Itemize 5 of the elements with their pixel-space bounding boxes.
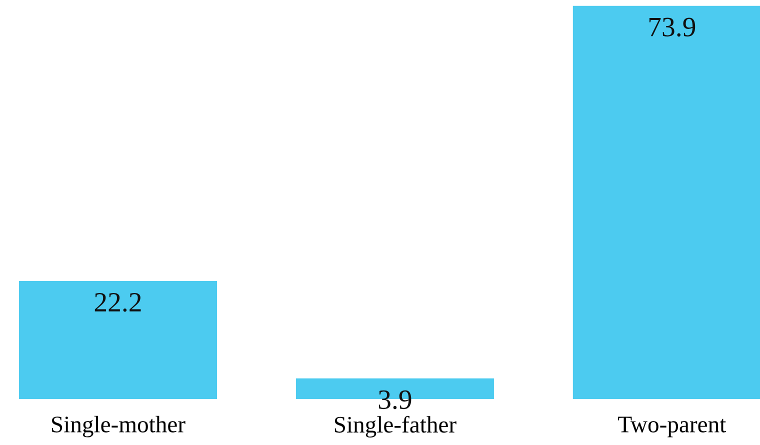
data-label: 22.2 [94, 292, 141, 312]
x-tick-label: Single-mother [52, 416, 186, 438]
x-tick-label: Two-parent [618, 416, 726, 438]
data-label: 73.9 [649, 18, 696, 37]
x-tick-label: Single-father [334, 416, 456, 438]
